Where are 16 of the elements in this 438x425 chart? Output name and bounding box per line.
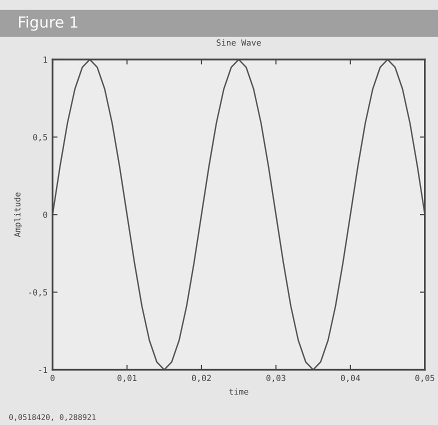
x-axis-title: time (229, 388, 248, 395)
y-axis-title: Amplitude (14, 192, 22, 238)
y-tick-label: -0,5 (29, 289, 48, 297)
y-tick-label: 0,5 (33, 134, 48, 142)
x-tick-label: 0,04 (340, 374, 360, 382)
y-tick-label: 0 (43, 212, 48, 218)
x-tick-label: 0 (50, 374, 55, 382)
caption: Figure 1 (19, 16, 78, 31)
y-tick-label: -1 (39, 366, 48, 373)
x-tick-label: 0,01 (118, 374, 136, 382)
chart-title: Sine Wave (216, 39, 261, 46)
y-tick-label: 1 (44, 56, 48, 63)
x-tick-label: 0,05 (415, 374, 434, 382)
line-series (52, 60, 425, 370)
x-tick-label: 0,03 (266, 374, 286, 382)
x-tick-label: 0,02 (192, 374, 211, 382)
